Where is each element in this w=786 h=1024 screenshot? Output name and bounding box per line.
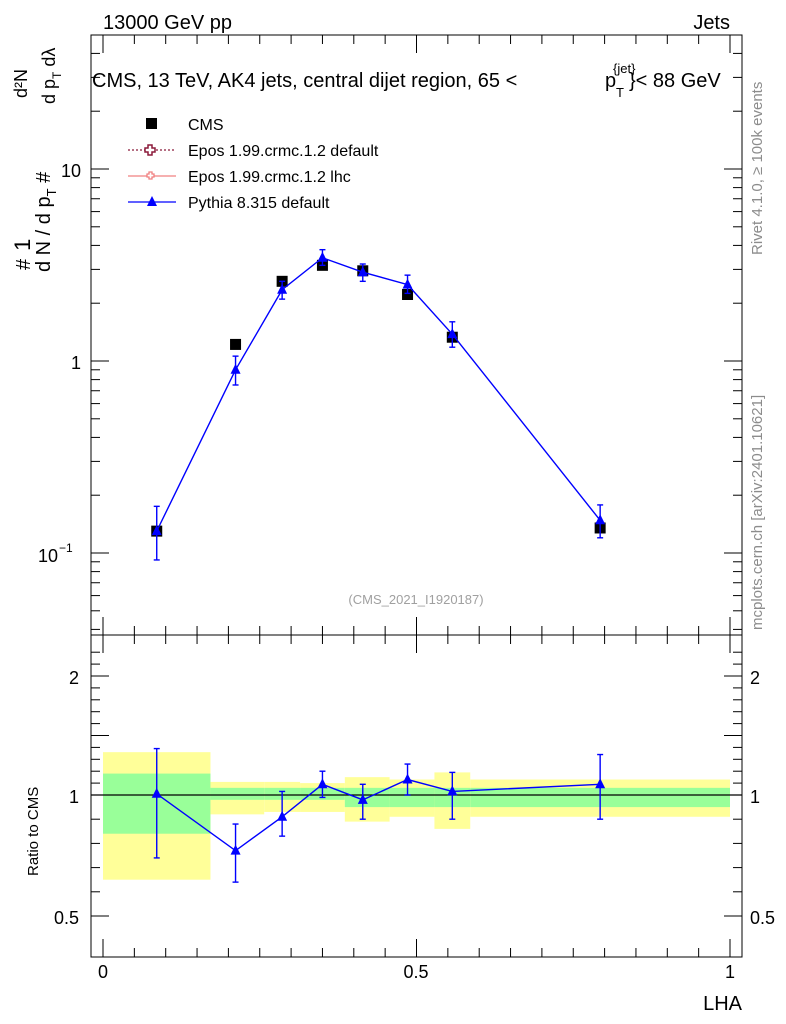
xtick-0: 0 bbox=[98, 962, 108, 982]
pythia-ratio-point bbox=[447, 785, 458, 796]
legend-item-epos-default: Epos 1.99.crmc.1.2 default bbox=[128, 143, 379, 160]
legend-cms-label: CMS bbox=[188, 117, 224, 134]
title-sub: T bbox=[616, 85, 624, 100]
data-series bbox=[151, 248, 606, 883]
ratio-ytick-2: 2 bbox=[69, 668, 79, 688]
title-sup: {jet} bbox=[613, 61, 636, 76]
legend-cms-marker bbox=[146, 118, 157, 129]
pythia-ratio-point bbox=[230, 844, 241, 855]
ratio-ytick-1: 1 bbox=[69, 787, 79, 807]
xtick-0.5: 0.5 bbox=[403, 962, 428, 982]
pythia-ratio-point bbox=[402, 773, 413, 784]
ylabel-main-num: d²N bbox=[11, 69, 31, 98]
watermark: (CMS_2021_I1920187) bbox=[348, 592, 483, 607]
svg-text:10: 10 bbox=[38, 546, 58, 566]
svg-text:−1: −1 bbox=[59, 541, 73, 555]
legend-item-cms: CMS bbox=[146, 117, 224, 134]
pythia-main-point bbox=[357, 266, 368, 277]
pythia-ratio-point bbox=[595, 778, 606, 789]
ratio-ytick-2-right: 2 bbox=[750, 668, 760, 688]
legend-pythia-marker bbox=[147, 196, 157, 206]
cms-point bbox=[230, 338, 242, 350]
pythia-ratio-point bbox=[151, 787, 162, 798]
pythia-ratio-point bbox=[317, 778, 328, 789]
legend-epos-lhc-label: Epos 1.99.crmc.1.2 lhc bbox=[188, 169, 351, 186]
ylabel-ratio: Ratio to CMS bbox=[25, 787, 42, 876]
pythia-main-point bbox=[151, 525, 162, 536]
title-main: CMS, 13 TeV, AK4 jets, central dijet reg… bbox=[92, 70, 517, 92]
rivet-label: Rivet 4.1.0, ≥ 100k events bbox=[749, 82, 766, 255]
plot-title: CMS, 13 TeV, AK4 jets, central dijet reg… bbox=[92, 61, 721, 100]
ratio-ytick-1-right: 1 bbox=[750, 787, 760, 807]
pythia-ratio-point bbox=[277, 810, 288, 821]
cms-point bbox=[402, 289, 414, 301]
pythia-main-point bbox=[402, 278, 413, 289]
ratio-bands bbox=[103, 752, 730, 880]
legend: CMS Epos 1.99.crmc.1.2 default Epos 1.99… bbox=[128, 117, 379, 212]
ratio-band-stat-1 bbox=[210, 787, 265, 800]
ylabel-main-num2: d pT dλ bbox=[39, 48, 64, 104]
pythia-main-point bbox=[317, 251, 328, 262]
ylabel-main: #1 d N / d pT # d²N d pT dλ bbox=[10, 48, 64, 272]
pythia-main-point bbox=[447, 328, 458, 339]
ylabel-main-text: #1 bbox=[10, 239, 35, 270]
ratio-ytick-0.5-right: 0.5 bbox=[750, 908, 775, 928]
pythia-main-point bbox=[230, 363, 241, 374]
header-right: Jets bbox=[693, 12, 730, 34]
ylabel-main-den: d N / d pT # bbox=[33, 171, 59, 272]
legend-item-pythia: Pythia 8.315 default bbox=[128, 195, 330, 212]
mcplots-label: mcplots.cern.ch [arXiv:2401.10621] bbox=[749, 395, 766, 630]
main-ytick-10: 10 bbox=[61, 161, 81, 181]
legend-epos-lhc-marker bbox=[146, 171, 155, 180]
legend-pythia-label: Pythia 8.315 default bbox=[188, 195, 330, 212]
legend-item-epos-lhc: Epos 1.99.crmc.1.2 lhc bbox=[128, 169, 351, 186]
xlabel: LHA bbox=[703, 993, 743, 1015]
legend-epos-default-marker bbox=[144, 144, 156, 156]
main-ytick-0.1: 10 −1 bbox=[38, 541, 73, 566]
header-left: 13000 GeV pp bbox=[103, 12, 232, 34]
ratio-ytick-0.5: 0.5 bbox=[54, 908, 79, 928]
pythia-main-line bbox=[156, 256, 601, 532]
pythia-ratio-point bbox=[357, 793, 368, 804]
title-p: p bbox=[605, 70, 616, 92]
xtick-1: 1 bbox=[725, 962, 735, 982]
ratio-band-stat-5 bbox=[389, 787, 435, 808]
legend-epos-default-label: Epos 1.99.crmc.1.2 default bbox=[188, 143, 379, 160]
pythia-main-point bbox=[277, 283, 288, 294]
pythia-ratio-line bbox=[156, 778, 601, 852]
pythia-main-point bbox=[595, 514, 606, 525]
main-ytick-1: 1 bbox=[71, 353, 81, 373]
title-end: }< 88 GeV bbox=[629, 70, 721, 92]
